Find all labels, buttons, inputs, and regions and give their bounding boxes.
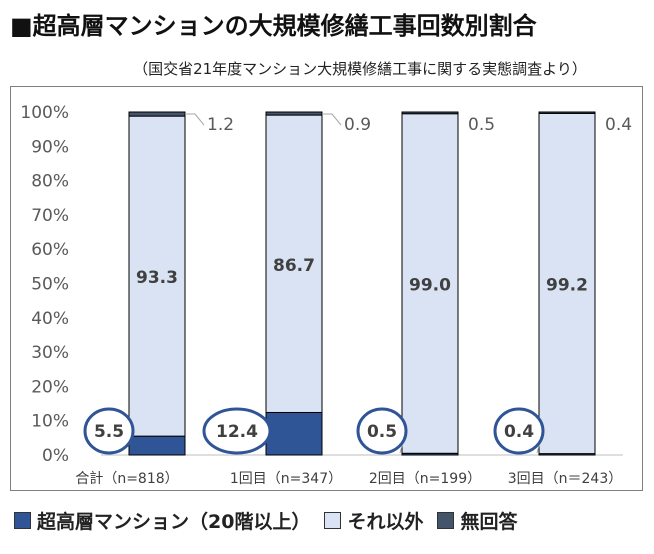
callout-circle [493,407,545,455]
legend: 超高層マンション（20階以上） それ以外 無回答 [14,500,644,540]
stacked-bar-chart: 0% 10% 20% 30% 40% 50% 60% 70% 80% 90% 100% 93.3 1.2… [20,103,632,487]
data-label-other: 93.3 [136,268,178,288]
data-label-no-answer: 1.2 [207,115,234,135]
data-label-no-answer: 0.5 [468,115,495,135]
bar-other [538,112,596,455]
legend-label-other: それ以外 [347,510,424,533]
bar-no-answer [401,111,459,115]
bar-other [401,113,459,454]
bar-other [265,114,323,413]
legend-item-no-answer: 無回答 [437,507,517,534]
x-category-label: 3回目（n＝243） [508,471,623,487]
data-label-other: 86.7 [273,256,315,276]
y-tick-label: 10% [31,412,69,432]
y-tick-label: 100% [20,103,69,123]
legend-item-super-highrise: 超高層マンション（20階以上） [14,507,310,534]
bar-super-highrise [265,411,323,456]
data-label-no-answer: 0.4 [605,115,632,135]
legend-swatch-super-highrise [14,511,31,529]
leader-line-no-answer [322,113,342,126]
data-label-other: 99.2 [546,276,588,296]
data-label-super-highrise: 0.4 [504,422,534,442]
bar-no-answer [265,111,323,116]
y-tick-label: 90% [31,137,69,157]
legend-item-other: それ以外 [324,507,423,534]
chart-subtitle: （国交省21年度マンション大規模修繕工事に関する実態調査より） [133,60,587,78]
leader-line-no-answer [185,113,205,126]
y-tick-label: 80% [31,172,69,192]
y-tick-label: 50% [31,275,69,295]
legend-swatch-no-answer [437,511,455,529]
legend-swatch-other [324,511,342,529]
callout-circle [202,407,272,455]
y-tick-label: 40% [31,309,69,329]
data-label-other: 99.0 [409,276,451,296]
callout-circle [83,407,135,455]
bar-super-highrise [128,435,186,456]
y-tick-label: 0% [42,446,69,466]
data-label-super-highrise: 12.4 [216,422,258,442]
legend-label-no-answer: 無回答 [460,510,518,533]
y-tick-label: 30% [31,343,69,363]
y-tick-label: 20% [31,377,69,397]
bar-other [128,115,186,437]
legend-label-super-highrise: 超高層マンション（20階以上） [37,510,311,533]
y-tick-label: 70% [31,206,69,226]
bar-no-answer [538,111,596,114]
bar-no-answer [128,111,186,117]
x-category-label: 1回目（n=347） [230,471,342,487]
chart-frame: 0% 10% 20% 30% 40% 50% 60% 70% 80% 90% 100% 93.3 1.2… [10,86,643,491]
chart-title: ■超高層マンションの大規模修繕工事回数別割合 [10,12,537,40]
data-label-super-highrise: 5.5 [94,422,124,442]
data-label-super-highrise: 0.5 [367,422,397,442]
data-label-no-answer: 0.9 [344,115,371,135]
x-category-label: 2回目（n=199） [369,471,481,487]
callout-circle [356,407,408,455]
y-tick-label: 60% [31,240,69,260]
x-category-label: 合計（n=818） [75,471,178,487]
